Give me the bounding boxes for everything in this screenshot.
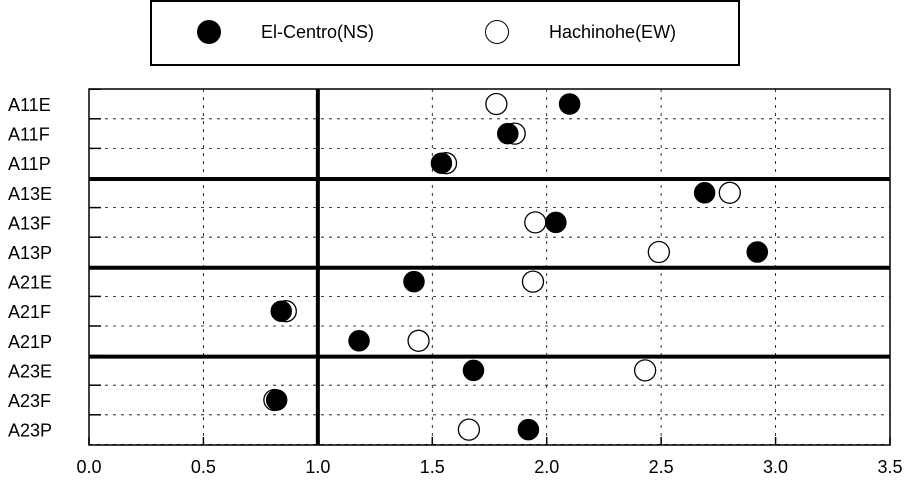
data-point-el-centro	[462, 359, 485, 382]
data-point-el-centro	[403, 270, 425, 293]
legend-item-hachinohe: Hachinohe(EW)	[485, 20, 676, 44]
y-tick-label: A13F	[8, 213, 51, 233]
data-point-hachinohe	[633, 359, 657, 382]
y-tick-label: A13E	[8, 184, 52, 204]
legend-label-hachinohe: Hachinohe(EW)	[549, 21, 677, 42]
legend-item-el-centro: El-Centro(NS)	[197, 20, 374, 44]
legend: El-Centro(NS) Hachinohe(EW)	[150, 0, 740, 66]
y-tick-label: A23F	[8, 391, 51, 411]
data-point-el-centro	[545, 211, 567, 234]
legend-label-el-centro: El-Centro(NS)	[261, 21, 375, 42]
open-circle-icon	[485, 20, 509, 44]
x-tick-label: 2.0	[534, 457, 559, 477]
data-point-el-centro	[265, 389, 288, 411]
x-tick-label: 0.0	[76, 457, 101, 477]
x-tick-label: 1.0	[305, 457, 330, 477]
x-tick-label: 1.5	[420, 457, 445, 477]
data-point-el-centro	[348, 330, 370, 352]
data-point-el-centro	[693, 182, 716, 204]
x-tick-label: 3.5	[877, 457, 902, 477]
y-tick-label: A11E	[8, 95, 51, 115]
data-point-el-centro	[517, 418, 540, 441]
y-tick-label: A21P	[8, 332, 52, 352]
data-point-hachinohe	[485, 92, 508, 116]
data-point-el-centro	[270, 300, 292, 322]
data-point-el-centro	[558, 93, 581, 115]
data-point-hachinohe	[521, 270, 545, 293]
data-point-hachinohe	[457, 418, 481, 441]
y-tick-label: A21E	[8, 273, 52, 293]
data-point-el-centro	[497, 122, 519, 145]
data-point-el-centro	[746, 241, 769, 263]
data-point-hachinohe	[407, 329, 430, 352]
x-tick-label: 3.0	[763, 457, 788, 477]
y-tick-label: A13P	[8, 243, 52, 263]
y-tick-label: A11P	[8, 154, 51, 174]
y-tick-label: A23E	[8, 361, 52, 381]
data-point-hachinohe	[524, 211, 547, 234]
data-point-hachinohe	[718, 181, 741, 204]
y-tick-label: A21F	[8, 302, 51, 322]
y-tick-label: A11F	[8, 125, 50, 145]
filled-circle-icon	[197, 20, 221, 44]
data-point-hachinohe	[647, 240, 671, 264]
y-tick-label: A23P	[8, 421, 52, 441]
data-point-el-centro	[430, 152, 453, 174]
x-tick-label: 0.5	[191, 457, 216, 477]
x-tick-label: 2.5	[649, 457, 674, 477]
